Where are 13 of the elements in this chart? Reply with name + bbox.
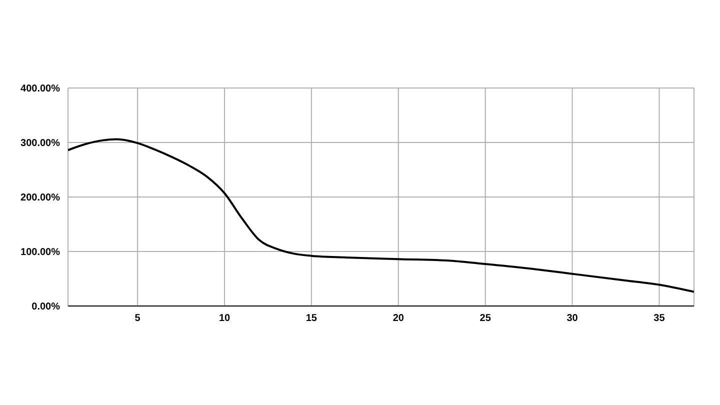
x-tick-label: 20 — [392, 313, 404, 324]
line-series — [68, 138, 694, 293]
x-tick-label: 15 — [306, 313, 318, 324]
x-tick-label: 25 — [480, 313, 492, 324]
y-tick-label: 400.00% — [20, 84, 60, 95]
y-tick-label: 300.00% — [20, 138, 60, 150]
x-tick-label: 5 — [134, 313, 141, 324]
x-tick-label: 30 — [566, 313, 578, 324]
y-tick-label: 0.00% — [32, 302, 60, 313]
y-tick-label: 200.00% — [20, 192, 60, 204]
x-tick-label: 10 — [218, 313, 230, 324]
y-tick-label: 100.00% — [20, 247, 60, 258]
x-tick-label: 35 — [654, 313, 666, 324]
